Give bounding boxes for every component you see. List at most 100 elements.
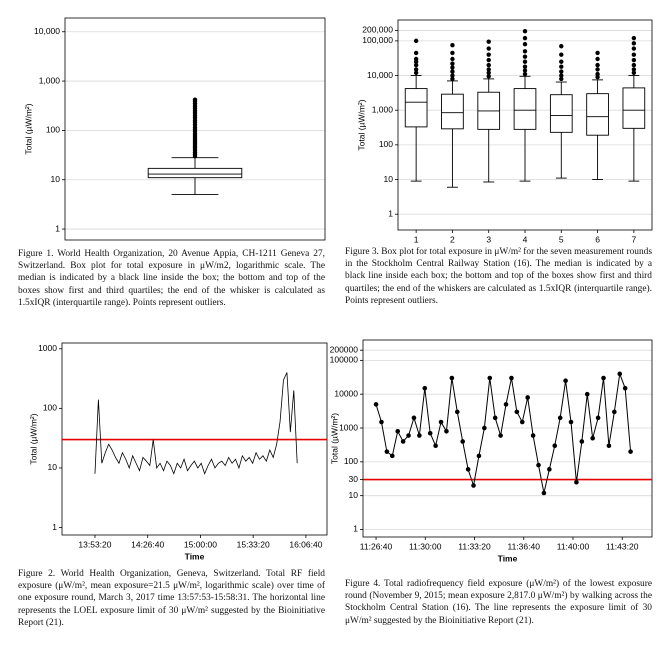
caption: Figure 2. World Health Organization, Gen…: [18, 569, 325, 628]
outlier: [522, 49, 528, 54]
data-point: [628, 449, 633, 454]
y-tick-label: 1: [55, 223, 60, 233]
outlier: [631, 70, 637, 75]
data-point: [584, 391, 590, 397]
outlier: [595, 62, 600, 68]
data-point: [525, 395, 530, 400]
data-point: [433, 443, 438, 449]
data-point: [384, 449, 390, 454]
data-point: [395, 428, 401, 434]
y-tick-label: 1: [353, 524, 358, 534]
y-tick-label: 10: [384, 174, 394, 184]
data-point: [557, 415, 563, 421]
data-point: [563, 378, 568, 384]
data-point: [460, 439, 465, 444]
outlier: [595, 50, 600, 56]
outlier: [559, 69, 564, 74]
caption: Figure 1. World Health Organization, 20 …: [18, 249, 325, 308]
outlier: [595, 56, 600, 62]
data-point: [373, 402, 379, 407]
outlier: [595, 67, 600, 72]
x-tick-label: 3: [486, 234, 491, 244]
outlier: [413, 50, 419, 56]
series-line: [94, 372, 298, 475]
outlier: [559, 73, 564, 78]
outlier: [450, 56, 455, 62]
x-axis-label: Time: [185, 551, 205, 561]
x-tick-label: 15:00:00: [184, 539, 217, 549]
outlier: [413, 67, 419, 72]
box: [513, 88, 537, 130]
x-tick-label: 11:40:00: [557, 541, 590, 551]
x-tick-label: 15:33:20: [237, 539, 270, 549]
x-tick-label: 11:33:20: [458, 541, 491, 551]
data-point: [498, 433, 503, 438]
box: [549, 94, 573, 133]
y-tick-label: 1,000: [372, 104, 394, 114]
outlier: [486, 70, 491, 75]
outlier: [450, 73, 455, 78]
y-axis-label: Total (µW/m²): [329, 413, 339, 464]
outlier: [486, 62, 491, 68]
plot-frame: [362, 339, 653, 538]
caption: Figure 4. Total radiofrequency field exp…: [345, 579, 652, 626]
outlier: [413, 38, 419, 44]
outlier: [631, 52, 637, 57]
outlier: [522, 35, 528, 41]
y-tick-label: 100,000: [362, 35, 393, 45]
outlier: [450, 76, 455, 82]
y-tick-label: 100: [43, 403, 57, 413]
y-tick-label: 1: [388, 208, 393, 218]
data-point: [552, 443, 558, 449]
data-point: [411, 415, 417, 421]
data-point: [492, 415, 498, 421]
y-tick-label: 100000: [330, 355, 359, 365]
x-axis-label: Time: [498, 553, 518, 563]
outlier: [450, 50, 455, 56]
data-point: [454, 409, 460, 415]
data-point: [514, 409, 520, 415]
box: [622, 87, 646, 129]
data-point: [503, 402, 509, 407]
outlier: [522, 59, 528, 64]
x-tick-label: 1: [414, 234, 419, 244]
y-tick-label: 1,000: [39, 75, 61, 85]
outlier: [486, 67, 491, 72]
data-point: [541, 490, 547, 496]
x-tick-label: 16:06:40: [289, 539, 322, 549]
outlier: [631, 46, 637, 51]
data-point: [487, 375, 493, 381]
data-point: [617, 371, 623, 377]
y-tick-label: 1000: [38, 343, 57, 353]
outlier: [413, 70, 419, 75]
data-point: [606, 443, 612, 449]
outlier: [450, 61, 455, 66]
data-point: [476, 453, 482, 459]
y-tick-label: 10,000: [367, 70, 393, 80]
x-tick-label: 4: [523, 234, 528, 244]
y-tick-label: 30: [349, 474, 359, 484]
box: [586, 93, 609, 136]
y-tick-label: 10: [48, 462, 58, 472]
data-point: [427, 430, 433, 436]
data-point: [389, 453, 395, 459]
y-tick-label: 10: [349, 490, 359, 500]
outlier: [450, 69, 455, 74]
outlier: [559, 44, 564, 49]
x-tick-label: 2: [450, 234, 455, 244]
y-tick-label: 100: [46, 125, 60, 135]
x-tick-label: 11:36:40: [508, 541, 541, 551]
caption: Figure 3. Box plot for total exposure in…: [345, 247, 652, 306]
data-point: [422, 385, 428, 391]
outlier: [450, 65, 455, 70]
y-tick-label: 100: [379, 139, 393, 149]
y-axis-label: Total (µW/m²): [356, 99, 366, 150]
data-point: [595, 415, 601, 421]
box: [404, 88, 428, 128]
outlier: [522, 71, 528, 77]
outlier: [450, 43, 455, 48]
plot-frame: [64, 17, 326, 241]
x-tick-label: 5: [559, 234, 564, 244]
y-tick-label: 10,000: [34, 26, 60, 36]
data-point: [400, 439, 406, 444]
